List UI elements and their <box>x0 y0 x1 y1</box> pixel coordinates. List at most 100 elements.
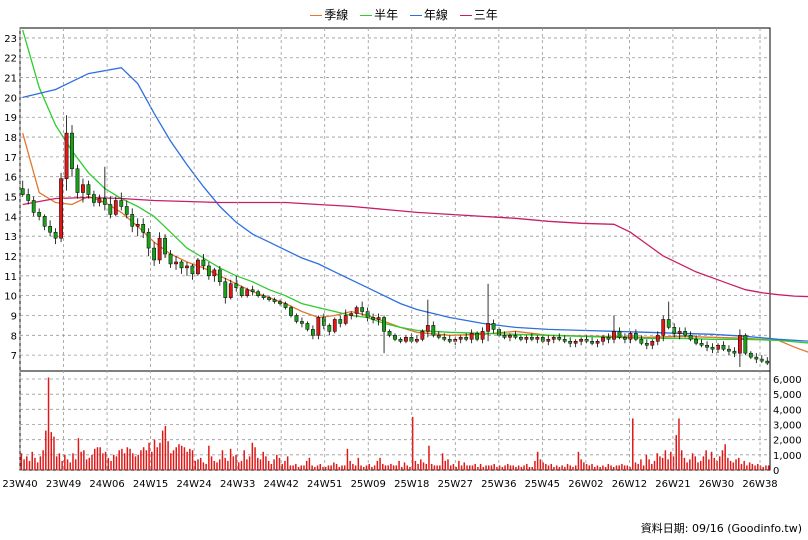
candle-body <box>595 341 600 344</box>
price-tick-label: 11 <box>4 272 17 283</box>
x-tick-label: 25W27 <box>438 479 473 490</box>
candle-body <box>212 269 217 277</box>
volume-bar <box>482 466 485 470</box>
volume-bar <box>156 447 158 470</box>
candle-body <box>584 339 589 342</box>
candle-body <box>261 295 266 298</box>
candle-body <box>81 184 85 193</box>
volume-bar <box>697 462 699 470</box>
volume-bar <box>305 460 308 470</box>
legend-item-half-year-ma: 半年 <box>360 6 398 23</box>
price-tick-label: 9 <box>11 311 17 322</box>
volume-bar <box>197 459 199 470</box>
candle-body <box>721 344 726 350</box>
volume-bar <box>710 451 713 470</box>
candle-body <box>710 346 715 350</box>
volume-bar <box>132 453 134 470</box>
volume-bar <box>713 457 716 470</box>
volume-bar <box>436 465 438 470</box>
candle-body <box>332 319 337 332</box>
volume-bar <box>401 466 403 470</box>
volume-bar <box>699 460 702 470</box>
volume-bar <box>509 465 512 470</box>
volume-bar <box>547 465 550 470</box>
candle-body <box>343 315 348 324</box>
volume-bar <box>199 457 202 470</box>
candle-body <box>557 337 562 340</box>
volume-bar <box>121 448 123 470</box>
volume-bar <box>466 465 468 470</box>
volume-bar <box>558 466 561 470</box>
volume-tick-label: 1,000 <box>773 451 802 462</box>
candle-body <box>442 337 447 340</box>
volume-bar <box>618 465 620 470</box>
candle-body <box>732 350 737 354</box>
volume-bar <box>270 463 273 470</box>
candle-body <box>694 339 698 344</box>
volume-bar <box>297 466 300 470</box>
volume-bar <box>528 466 531 470</box>
volume-bar <box>531 466 533 470</box>
volume-bar <box>129 448 131 470</box>
volume-bar <box>80 451 82 470</box>
volume-bar <box>471 465 474 470</box>
volume-bar <box>110 460 112 470</box>
volume-bar <box>58 453 61 470</box>
volume-bar <box>689 459 691 470</box>
volume-bar <box>167 441 169 470</box>
volume-bar <box>577 451 580 470</box>
chart-legend: 季線 半年 年線 三年 <box>0 6 808 23</box>
volume-bar <box>265 456 267 470</box>
volume-bar <box>536 451 539 470</box>
volume-plot-frame <box>19 370 771 471</box>
price-tick-label: 19 <box>4 113 17 124</box>
volume-bar <box>411 416 414 470</box>
volume-bar <box>96 447 99 470</box>
candle-body <box>469 333 474 340</box>
volume-bar <box>238 462 240 470</box>
volume-bar <box>382 463 384 470</box>
volume-bar <box>64 454 66 470</box>
legend-item-three-year-ma: 三年 <box>459 6 498 23</box>
volume-bar <box>724 444 726 470</box>
price-tick-label: 16 <box>4 173 17 184</box>
volume-bar <box>545 463 547 470</box>
volume-bar <box>137 454 139 470</box>
volume-bar <box>303 465 305 470</box>
volume-bar <box>477 466 479 470</box>
volume-bar <box>354 465 357 470</box>
x-tick-label: 24W51 <box>307 479 342 490</box>
candle-body <box>316 317 321 336</box>
candle-body <box>267 297 271 300</box>
volume-bar <box>406 465 408 470</box>
price-tick-label: 21 <box>4 74 17 85</box>
volume-bar <box>259 459 262 470</box>
candle-body <box>447 339 452 342</box>
candle-body <box>568 341 573 344</box>
volume-bar <box>458 460 460 470</box>
volume-bar <box>691 453 694 470</box>
volume-bar <box>23 459 25 470</box>
x-tick-label: 24W06 <box>89 479 124 490</box>
volume-bar <box>208 445 210 470</box>
candle-body <box>59 178 63 239</box>
volume-bar <box>479 463 482 470</box>
candle-body <box>365 311 370 318</box>
volume-bar <box>175 447 177 470</box>
volume-bar <box>314 466 316 470</box>
candle-body <box>196 259 200 275</box>
candle-body <box>152 247 157 261</box>
volume-bar <box>164 426 167 470</box>
volume-bar <box>102 453 104 470</box>
volume-bar <box>583 462 585 470</box>
volume-bar <box>604 466 607 470</box>
volume-bar <box>202 462 205 470</box>
volume-bar <box>55 456 58 470</box>
volume-bar <box>496 466 498 470</box>
price-tick-label: 23 <box>4 34 17 45</box>
volume-bar <box>235 454 237 470</box>
candle-body <box>119 200 124 207</box>
candle-body <box>185 265 189 269</box>
price-tick-label: 13 <box>4 232 17 243</box>
